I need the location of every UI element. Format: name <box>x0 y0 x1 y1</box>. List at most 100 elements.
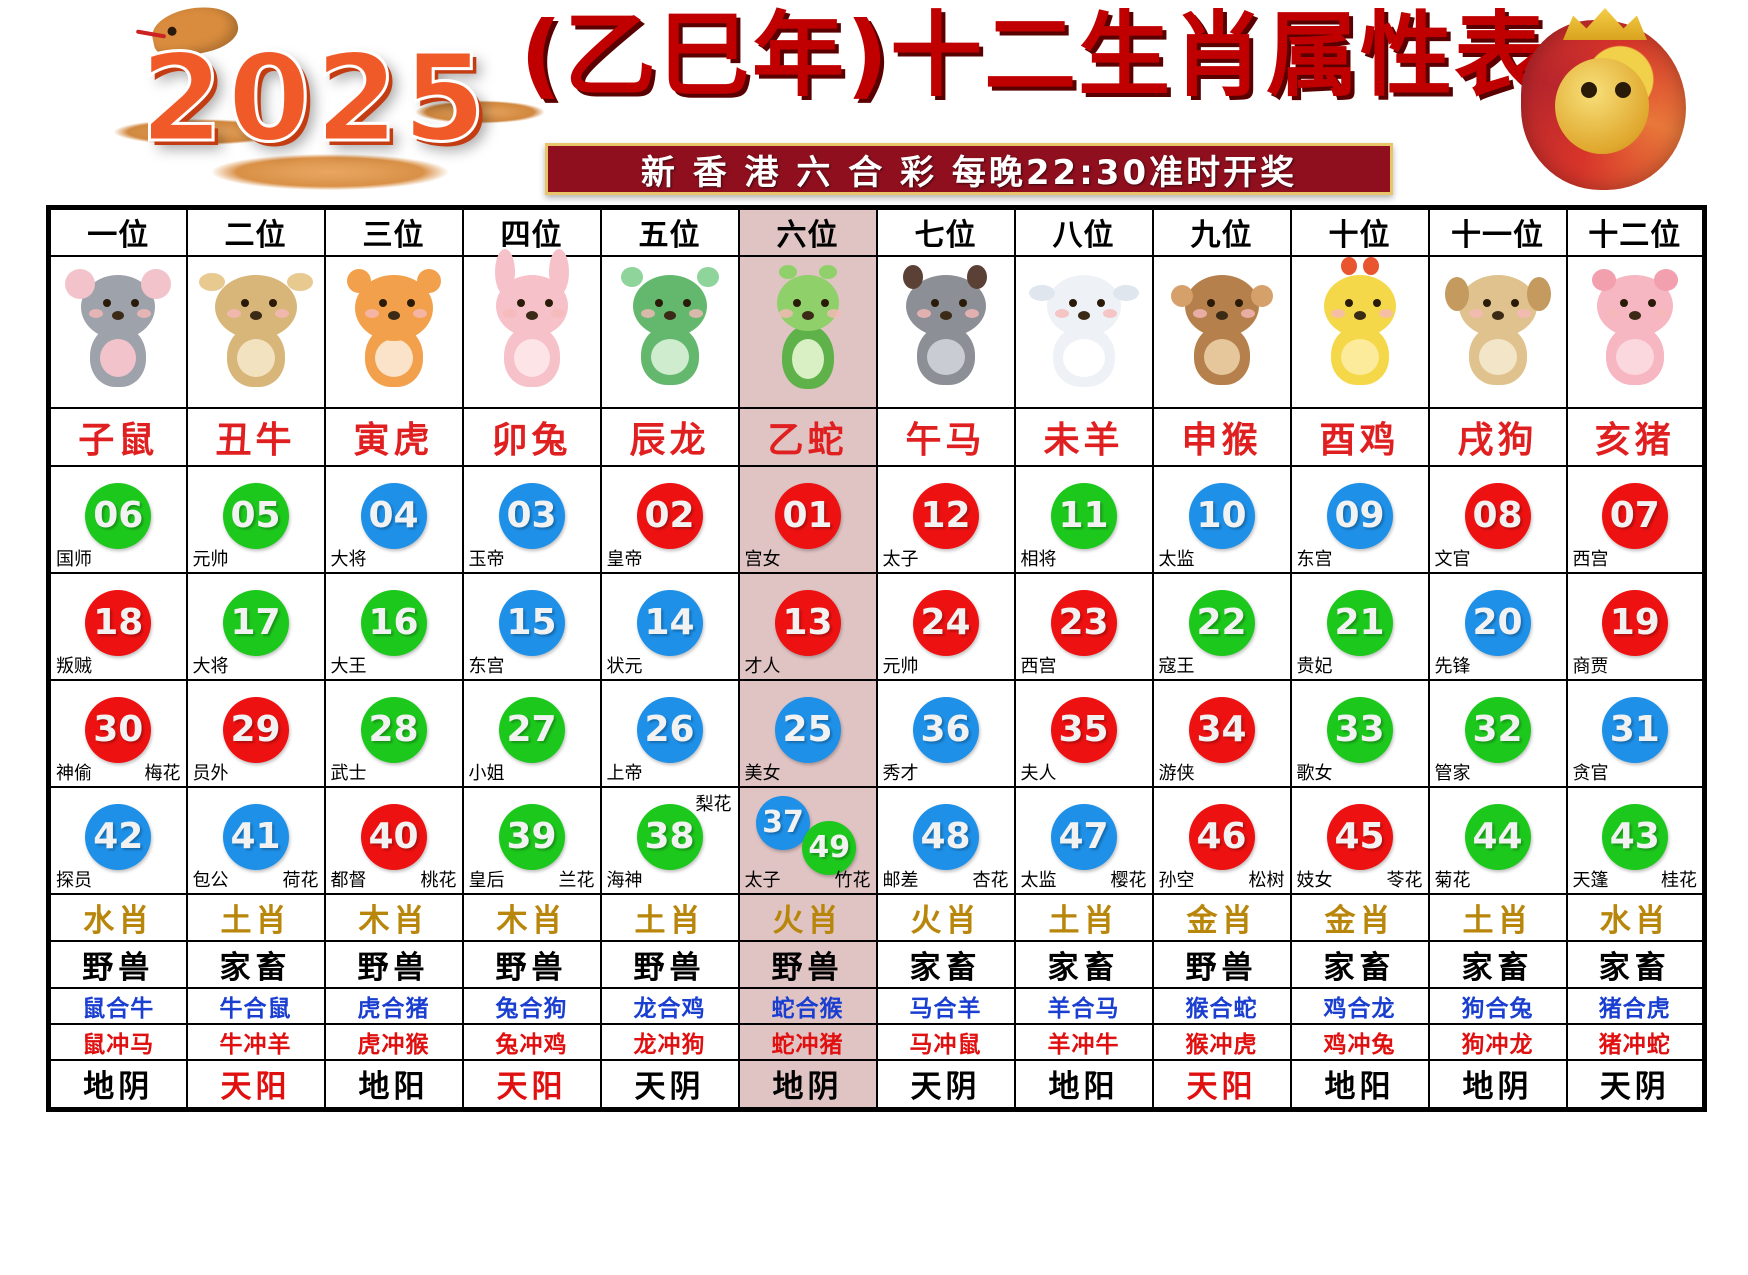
column-header-6[interactable]: 六位 <box>737 206 878 257</box>
column-header-4[interactable]: 四位 <box>461 206 602 257</box>
lottery-ball[interactable]: 23 <box>1050 589 1117 656</box>
lottery-ball[interactable]: 19 <box>1601 589 1668 656</box>
lottery-ball[interactable]: 09 <box>1326 482 1393 549</box>
number-row-2-cell-9[interactable]: 22 寇王 <box>1151 571 1292 681</box>
number-row-1-cell-2[interactable]: 05 元帅 <box>185 464 326 574</box>
lottery-ball[interactable]: 03 <box>498 482 565 549</box>
number-row-2-cell-3[interactable]: 16 大王 <box>323 571 464 681</box>
number-row-4-cell-9[interactable]: 46 孙空 松树 <box>1151 785 1292 895</box>
number-row-4-cell-10[interactable]: 45 妓女 苓花 <box>1289 785 1430 895</box>
column-header-2[interactable]: 二位 <box>185 206 326 257</box>
number-row-1-cell-11[interactable]: 08 文官 <box>1427 464 1568 574</box>
column-header-8[interactable]: 八位 <box>1013 206 1154 257</box>
number-row-4-cell-11[interactable]: 44 菊花 <box>1427 785 1568 895</box>
lottery-ball[interactable]: 46 <box>1188 803 1255 870</box>
number-row-3-cell-9[interactable]: 34 游侠 <box>1151 678 1292 788</box>
column-header-9[interactable]: 九位 <box>1151 206 1292 257</box>
lottery-ball[interactable]: 08 <box>1464 482 1531 549</box>
column-header-3[interactable]: 三位 <box>323 206 464 257</box>
lottery-ball[interactable]: 12 <box>912 482 979 549</box>
lottery-ball[interactable]: 16 <box>360 589 427 656</box>
column-header-10[interactable]: 十位 <box>1289 206 1430 257</box>
lottery-ball-primary[interactable]: 37 <box>756 795 811 850</box>
number-row-1-cell-1[interactable]: 06 国师 <box>47 464 188 574</box>
column-header-7[interactable]: 七位 <box>875 206 1016 257</box>
number-row-1-cell-9[interactable]: 10 太监 <box>1151 464 1292 574</box>
number-row-4-cell-7[interactable]: 48 邮差 杏花 <box>875 785 1016 895</box>
column-header-1[interactable]: 一位 <box>47 206 188 257</box>
number-row-2-cell-1[interactable]: 18 叛贼 <box>47 571 188 681</box>
lottery-ball[interactable]: 40 <box>360 803 427 870</box>
number-row-3-cell-6[interactable]: 25 美女 <box>737 678 878 788</box>
lottery-ball[interactable]: 18 <box>85 589 152 656</box>
lottery-ball[interactable]: 26 <box>636 696 703 763</box>
lottery-ball[interactable]: 06 <box>85 482 152 549</box>
lottery-ball[interactable]: 36 <box>912 696 979 763</box>
lottery-ball[interactable]: 43 <box>1601 803 1668 870</box>
number-row-4-cell-1[interactable]: 42 探员 <box>47 785 188 895</box>
lottery-ball[interactable]: 20 <box>1464 589 1531 656</box>
lottery-ball[interactable]: 14 <box>636 589 703 656</box>
lottery-ball[interactable]: 07 <box>1601 482 1668 549</box>
lottery-ball[interactable]: 31 <box>1601 696 1668 763</box>
lottery-ball[interactable]: 30 <box>85 696 152 763</box>
number-row-3-cell-8[interactable]: 35 夫人 <box>1013 678 1154 788</box>
lottery-ball[interactable]: 24 <box>912 589 979 656</box>
number-row-3-cell-7[interactable]: 36 秀才 <box>875 678 1016 788</box>
number-row-1-cell-6[interactable]: 01 宫女 <box>737 464 878 574</box>
lottery-ball[interactable]: 41 <box>222 803 289 870</box>
number-row-4-cell-5[interactable]: 梨花 38 海神 <box>599 785 740 895</box>
lottery-ball-secondary[interactable]: 49 <box>802 820 857 875</box>
number-row-1-cell-8[interactable]: 11 相将 <box>1013 464 1154 574</box>
number-row-3-cell-1[interactable]: 30 神偷 梅花 <box>47 678 188 788</box>
column-header-11[interactable]: 十一位 <box>1427 206 1568 257</box>
lottery-ball[interactable]: 21 <box>1326 589 1393 656</box>
number-row-3-cell-4[interactable]: 27 小姐 <box>461 678 602 788</box>
lottery-ball[interactable]: 02 <box>636 482 703 549</box>
number-row-2-cell-7[interactable]: 24 元帅 <box>875 571 1016 681</box>
column-header-12[interactable]: 十二位 <box>1565 206 1706 257</box>
lottery-ball[interactable]: 25 <box>774 696 841 763</box>
lottery-ball[interactable]: 13 <box>774 589 841 656</box>
lottery-ball[interactable]: 04 <box>360 482 427 549</box>
number-row-2-cell-6[interactable]: 13 才人 <box>737 571 878 681</box>
number-row-1-cell-10[interactable]: 09 东宫 <box>1289 464 1430 574</box>
number-row-2-cell-12[interactable]: 19 商贾 <box>1565 571 1706 681</box>
number-row-3-cell-5[interactable]: 26 上帝 <box>599 678 740 788</box>
lottery-ball[interactable]: 15 <box>498 589 565 656</box>
lottery-ball[interactable]: 28 <box>360 696 427 763</box>
lottery-ball[interactable]: 35 <box>1050 696 1117 763</box>
lottery-ball[interactable]: 39 <box>498 803 565 870</box>
lottery-ball[interactable]: 38 <box>636 803 703 870</box>
lottery-ball[interactable]: 48 <box>912 803 979 870</box>
lottery-ball[interactable]: 45 <box>1326 803 1393 870</box>
number-row-2-cell-10[interactable]: 21 贵妃 <box>1289 571 1430 681</box>
lottery-ball[interactable]: 10 <box>1188 482 1255 549</box>
column-header-5[interactable]: 五位 <box>599 206 740 257</box>
number-row-2-cell-5[interactable]: 14 状元 <box>599 571 740 681</box>
number-row-3-cell-3[interactable]: 28 武士 <box>323 678 464 788</box>
number-row-2-cell-2[interactable]: 17 大将 <box>185 571 326 681</box>
number-row-4-cell-8[interactable]: 47 太监 樱花 <box>1013 785 1154 895</box>
number-row-1-cell-3[interactable]: 04 大将 <box>323 464 464 574</box>
number-row-2-cell-8[interactable]: 23 西宫 <box>1013 571 1154 681</box>
number-row-1-cell-4[interactable]: 03 玉帝 <box>461 464 602 574</box>
number-row-2-cell-4[interactable]: 15 东宫 <box>461 571 602 681</box>
lottery-ball[interactable]: 32 <box>1464 696 1531 763</box>
lottery-ball[interactable]: 33 <box>1326 696 1393 763</box>
lottery-ball[interactable]: 11 <box>1050 482 1117 549</box>
number-row-4-cell-6[interactable]: 37 49 太子 竹花 <box>737 785 878 895</box>
lottery-ball[interactable]: 05 <box>222 482 289 549</box>
number-row-2-cell-11[interactable]: 20 先锋 <box>1427 571 1568 681</box>
lottery-ball[interactable]: 34 <box>1188 696 1255 763</box>
number-row-3-cell-12[interactable]: 31 贪官 <box>1565 678 1706 788</box>
number-row-4-cell-4[interactable]: 39 皇后 兰花 <box>461 785 602 895</box>
lottery-ball[interactable]: 17 <box>222 589 289 656</box>
number-row-4-cell-2[interactable]: 41 包公 荷花 <box>185 785 326 895</box>
number-row-3-cell-10[interactable]: 33 歌女 <box>1289 678 1430 788</box>
number-row-4-cell-12[interactable]: 43 天篷 桂花 <box>1565 785 1706 895</box>
number-row-1-cell-12[interactable]: 07 西宫 <box>1565 464 1706 574</box>
lottery-ball[interactable]: 27 <box>498 696 565 763</box>
lottery-ball[interactable]: 29 <box>222 696 289 763</box>
lottery-ball[interactable]: 42 <box>85 803 152 870</box>
